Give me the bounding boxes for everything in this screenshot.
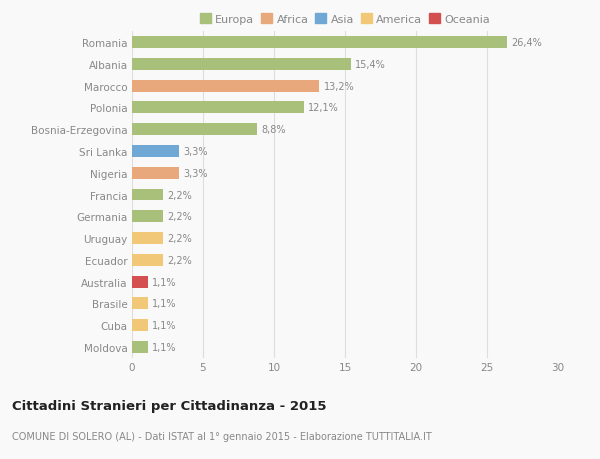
Text: 2,2%: 2,2% [167,190,192,200]
Bar [132,124,257,136]
Text: 12,1%: 12,1% [308,103,339,113]
Bar [132,298,148,310]
Text: 1,1%: 1,1% [152,299,176,309]
Bar [132,59,350,71]
Text: 1,1%: 1,1% [152,320,176,330]
Text: 3,3%: 3,3% [183,146,208,157]
Text: 8,8%: 8,8% [261,125,286,135]
Bar [132,276,148,288]
Text: 13,2%: 13,2% [324,81,355,91]
Text: 15,4%: 15,4% [355,60,386,70]
Text: 2,2%: 2,2% [167,234,192,244]
Text: COMUNE DI SOLERO (AL) - Dati ISTAT al 1° gennaio 2015 - Elaborazione TUTTITALIA.: COMUNE DI SOLERO (AL) - Dati ISTAT al 1°… [12,431,432,442]
Text: 2,2%: 2,2% [167,212,192,222]
Text: 3,3%: 3,3% [183,168,208,179]
Bar [132,189,163,201]
Text: 2,2%: 2,2% [167,255,192,265]
Bar [132,168,179,179]
Bar [132,146,179,157]
Text: 26,4%: 26,4% [511,38,542,48]
Bar [132,254,163,266]
Bar [132,37,507,49]
Text: Cittadini Stranieri per Cittadinanza - 2015: Cittadini Stranieri per Cittadinanza - 2… [12,399,326,412]
Bar [132,233,163,245]
Legend: Europa, Africa, Asia, America, Oceania: Europa, Africa, Asia, America, Oceania [197,11,493,27]
Bar [132,102,304,114]
Bar [132,211,163,223]
Text: 1,1%: 1,1% [152,277,176,287]
Bar [132,319,148,331]
Bar [132,341,148,353]
Text: 1,1%: 1,1% [152,342,176,352]
Bar [132,80,319,92]
